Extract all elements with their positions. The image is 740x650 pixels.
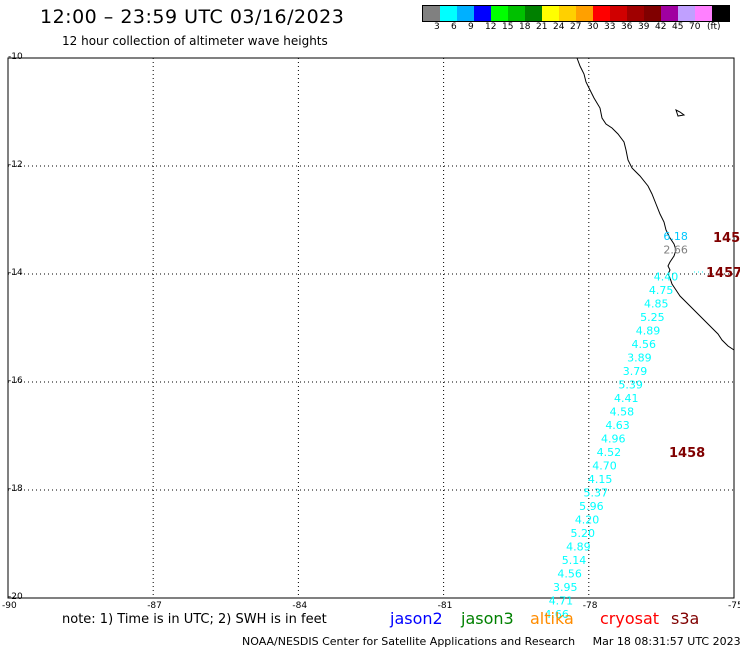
wave-height-color-scale [422,5,730,22]
scale-swatch [593,6,610,21]
wave-height-label[interactable]: 4.56 [557,568,582,581]
scale-label: 12 [485,22,497,32]
wave-height-label[interactable]: 4.40 [654,271,679,284]
wave-height-label[interactable]: 5.20 [570,527,595,540]
scale-swatch [542,6,559,21]
scale-label: 24 [553,22,565,32]
wave-height-label[interactable]: 4.89 [566,541,591,554]
scale-label: 70 [689,22,701,32]
wave-height-label[interactable]: 6.18 [663,230,688,243]
scale-label: 27 [570,22,582,32]
latitude-label: -18 [8,484,23,494]
wave-height-label[interactable]: 4.58 [610,406,635,419]
wave-height-label[interactable]: 2.66 [663,244,688,257]
wave-height-label[interactable]: 4.70 [592,460,617,473]
wave-height-label[interactable]: 5.14 [562,554,587,567]
scale-unit: (ft) [707,22,721,32]
wave-height-label[interactable]: 5.25 [640,311,665,324]
wave-height-label[interactable]: 5.39 [618,379,643,392]
wave-height-label[interactable]: 3.95 [553,581,578,594]
scale-swatch [712,6,729,21]
pass-time-label[interactable]: 1457 [706,266,740,281]
latitude-label: -12 [8,160,23,170]
wave-height-label[interactable]: 5.96 [579,500,604,513]
longitude-label: -90 [2,601,17,611]
map-title: 12:00 – 23:59 UTC 03/16/2023 [40,6,345,28]
scale-swatch [576,6,593,21]
scale-swatch [474,6,491,21]
scale-label: 30 [587,22,599,32]
legend-cryosat: cryosat [600,609,660,628]
wave-height-label[interactable]: 4.41 [614,392,639,405]
latitude-label: -14 [8,268,23,278]
timestamp-text: Mar 18 08:31:57 UTC 2023 [592,635,740,648]
scale-swatch [457,6,474,21]
legend-jason3: jason3 [461,609,514,628]
longitude-label: -81 [437,601,453,611]
scale-swatch [678,6,695,21]
wave-height-label[interactable]: 4.75 [649,284,674,297]
scale-swatch [508,6,525,21]
longitude-label: -87 [147,601,162,611]
scale-swatch [423,6,440,21]
wave-height-label[interactable]: 4.63 [605,419,630,432]
scale-swatch [440,6,457,21]
island-outline [675,109,686,117]
scale-swatch [525,6,542,21]
scale-label: 9 [468,22,474,32]
scale-swatch [559,6,576,21]
legend-jason2: jason2 [390,609,443,628]
map-frame [7,57,735,599]
wave-height-label[interactable]: 4.85 [644,298,669,311]
latitude-label: -16 [8,376,23,386]
longitude-label: -78 [582,601,598,611]
scale-swatch [491,6,508,21]
scale-swatch [627,6,644,21]
scale-label: 36 [621,22,633,32]
scale-label: 39 [638,22,650,32]
scale-label: 42 [655,22,667,32]
longitude-label: -75 [728,601,740,611]
footer-credit: NOAA/NESDIS Center for Satellite Applica… [242,635,740,648]
wave-height-label[interactable]: 4.66 [544,608,569,621]
observations-layer: 6.182.664.404.754.855.254.894.563.893.79… [544,230,688,621]
scale-swatch [644,6,661,21]
map-subtitle: 12 hour collection of altimeter wave hei… [62,34,328,48]
wave-height-label[interactable]: 3.89 [627,352,652,365]
peru-coastline [576,57,735,351]
scale-label: 18 [519,22,531,32]
wave-height-label[interactable]: 4.52 [597,446,622,459]
scale-label: 33 [604,22,616,32]
wave-height-label[interactable]: 5.37 [584,487,609,500]
scale-label: 6 [451,22,457,32]
scale-swatch [661,6,678,21]
latitude-label: -10 [8,52,23,62]
graticule [8,58,734,598]
pass-time-label[interactable]: 1458 [669,446,705,461]
scale-label: 21 [536,22,548,32]
wave-height-label[interactable]: 4.96 [601,433,626,446]
scale-swatch [695,6,712,21]
units-note: note: 1) Time is in UTC; 2) SWH is in fe… [62,612,327,627]
scale-label: 15 [502,22,514,32]
wave-height-label[interactable]: 4.89 [636,325,661,338]
longitude-label: -84 [292,601,308,611]
wave-height-label[interactable]: 4.56 [631,338,656,351]
legend-s3a: s3a [671,609,700,628]
scale-swatch [610,6,627,21]
pass-time-label[interactable]: 145 [713,231,740,246]
legend-altika: altika [530,609,574,628]
scale-label: 45 [672,22,684,32]
credit-text: NOAA/NESDIS Center for Satellite Applica… [242,635,576,648]
latitude-label: -20 [8,592,23,602]
wave-height-label[interactable]: 4.20 [575,514,600,527]
scale-label: 3 [434,22,440,32]
wave-height-label[interactable]: 4.71 [549,595,574,608]
wave-height-label[interactable]: 3.79 [623,365,648,378]
wave-height-label[interactable]: 4.15 [588,473,613,486]
